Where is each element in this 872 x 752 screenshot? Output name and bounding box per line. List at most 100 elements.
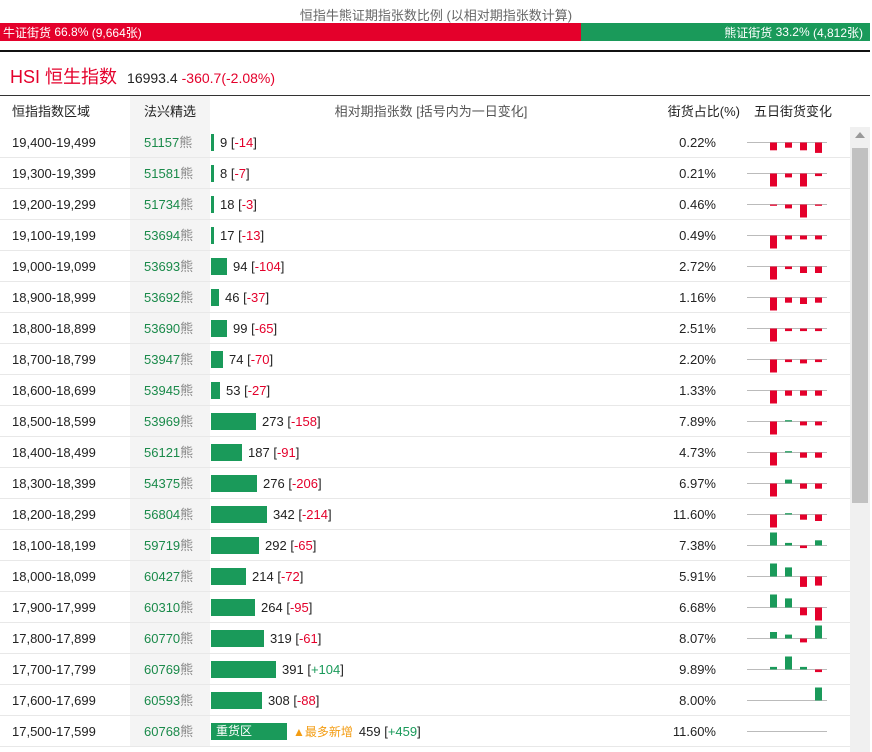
page-title: 恒指牛熊证期指张数比例 (以相对期指张数计算) [299,8,573,23]
pick-link[interactable]: 51157熊 [130,127,210,157]
trend-bar [815,266,822,273]
count-change: -3 [241,196,254,212]
trend-bar [770,563,777,577]
table-row: 18,500-18,599 53969熊 273 [-158] 7.89% [0,406,850,437]
range-cell: 18,200-18,299 [12,507,96,522]
trend-bar [785,328,792,332]
pct-cell: 5.91% [679,569,716,584]
trend-bar [815,607,822,621]
count-change: -95 [289,599,309,615]
count-value: 276 [263,475,285,491]
table-row: 18,900-18,999 53692熊 46 [-37] 1.16% [0,282,850,313]
trend-bar [785,656,792,670]
pct-cell: 0.49% [679,228,716,243]
pct-cell: 2.20% [679,352,716,367]
pick-link[interactable]: 56804熊 [130,499,210,529]
pick-link[interactable]: 60768熊 [130,716,210,746]
pick-link[interactable]: 59719熊 [130,530,210,560]
pick-link[interactable]: 53947熊 [130,344,210,374]
trend-bar [785,266,792,270]
pick-link[interactable]: 53694熊 [130,220,210,250]
count-cell: 99 [-65] [211,313,277,343]
count-value: 17 [220,227,235,243]
pct-cell: 8.07% [679,631,716,646]
scroll-up-arrow-icon[interactable] [855,132,865,138]
pick-link[interactable]: 53693熊 [130,251,210,281]
count-change: -88 [296,692,316,708]
table-row: 19,400-19,499 51157熊 9 [-14] 0.22% [0,127,850,158]
pick-link[interactable]: 56121熊 [130,437,210,467]
trend-bar [770,328,777,342]
trend-bar [785,451,792,453]
count-cell: 264 [-95] [211,592,312,622]
table-row: 18,100-18,199 59719熊 292 [-65] 7.38% [0,530,850,561]
pick-link[interactable]: 60593熊 [130,685,210,715]
count-change: -91 [276,444,296,460]
count-value: 292 [265,537,287,553]
trend-bar [815,540,822,546]
range-cell: 17,500-17,599 [12,724,96,739]
count-change: -72 [280,568,300,584]
trend-sparkline [747,532,827,549]
trend-bar [770,359,777,373]
count-bar [211,660,276,678]
scrollbar-thumb[interactable] [852,148,868,503]
trend-bar [815,687,822,701]
divider [0,95,870,96]
table-row: 17,600-17,699 60593熊 308 [-88] 8.00% [0,685,850,716]
trend-bar [770,452,777,466]
trend-bar [770,483,777,497]
trend-bar [785,359,792,363]
pick-link[interactable]: 54375熊 [130,468,210,498]
range-cell: 18,300-18,399 [12,476,96,491]
count-value: 53 [226,382,241,398]
count-bar [211,133,214,151]
range-cell: 18,400-18,499 [12,445,96,460]
index-name[interactable]: HSI 恒生指数 [10,67,118,87]
count-value: 94 [233,258,248,274]
trend-sparkline [747,513,827,528]
trend-bar [815,576,822,586]
count-change: -214 [301,506,328,522]
pick-link[interactable]: 60310熊 [130,592,210,622]
count-bar [211,536,259,554]
table-row: 19,000-19,099 53693熊 94 [-104] 2.72% [0,251,850,282]
pick-link[interactable]: 60770熊 [130,623,210,653]
range-cell: 17,600-17,699 [12,693,96,708]
count-cell: 319 [-61] [211,623,321,653]
count-cell: 46 [-37] [211,282,269,312]
index-quote: HSI 恒生指数 16993.4 -360.7(-2.08%) [10,63,275,87]
trend-bar [785,390,792,396]
count-change: -206 [291,475,318,491]
table-row: 19,100-19,199 53694熊 17 [-13] 0.49% [0,220,850,251]
count-value: 342 [273,506,295,522]
pick-link[interactable]: 60769熊 [130,654,210,684]
pick-link[interactable]: 53692熊 [130,282,210,312]
trend-bar [815,452,822,458]
pick-link[interactable]: 53945熊 [130,375,210,405]
pick-link[interactable]: 60427熊 [130,561,210,591]
count-cell: 292 [-65] [211,530,316,560]
trend-bar [770,235,777,249]
count-value: 308 [268,692,290,708]
table-row: 18,800-18,899 53690熊 99 [-65] 2.51% [0,313,850,344]
count-bar [211,195,214,213]
bull-count: (9,664张) [91,25,142,40]
pick-link[interactable]: 51581熊 [130,158,210,188]
trend-bar [800,638,807,643]
count-bar [211,412,256,430]
pick-link[interactable]: 53969熊 [130,406,210,436]
count-cell: 9 [-14] [211,127,257,157]
pick-link[interactable]: 51734熊 [130,189,210,219]
pct-cell: 11.60% [672,507,716,522]
bear-count: (4,812张) [812,25,863,40]
pick-link[interactable]: 53690熊 [130,313,210,343]
pct-cell: 0.21% [679,166,716,181]
trend-sparkline [747,297,827,311]
count-change: -37 [246,289,266,305]
trend-bar [785,513,792,515]
trend-bar [800,545,807,549]
count-cell: 18 [-3] [211,189,257,219]
trend-bar [815,359,822,363]
trend-bar [770,297,777,311]
